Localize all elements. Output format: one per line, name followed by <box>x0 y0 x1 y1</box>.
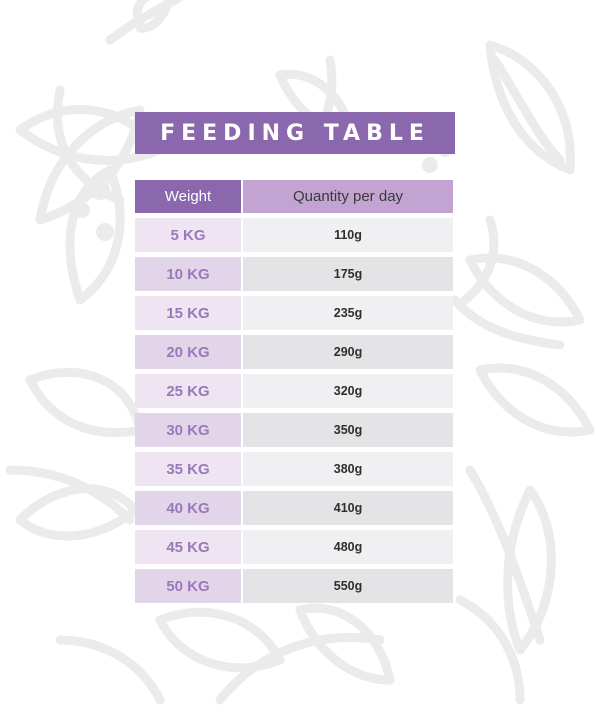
feeding-table: Weight Quantity per day 5 KG 110g 10 KG … <box>135 180 453 608</box>
weight-column-header: Weight <box>135 180 241 213</box>
weight-cell: 10 KG <box>135 257 241 291</box>
table-row: 30 KG 350g <box>135 413 453 447</box>
weight-cell: 35 KG <box>135 452 241 486</box>
table-row: 10 KG 175g <box>135 257 453 291</box>
weight-cell: 20 KG <box>135 335 241 369</box>
table-row: 15 KG 235g <box>135 296 453 330</box>
quantity-column-header: Quantity per day <box>243 180 453 213</box>
quantity-cell: 320g <box>243 374 453 408</box>
weight-cell: 5 KG <box>135 218 241 252</box>
table-row: 35 KG 380g <box>135 452 453 486</box>
quantity-cell: 380g <box>243 452 453 486</box>
weight-cell: 40 KG <box>135 491 241 525</box>
quantity-cell: 480g <box>243 530 453 564</box>
quantity-cell: 550g <box>243 569 453 603</box>
weight-cell: 15 KG <box>135 296 241 330</box>
weight-cell: 50 KG <box>135 569 241 603</box>
page-title: FEEDING TABLE <box>135 112 455 154</box>
quantity-cell: 175g <box>243 257 453 291</box>
table-row: 25 KG 320g <box>135 374 453 408</box>
table-row: 50 KG 550g <box>135 569 453 603</box>
table-header-row: Weight Quantity per day <box>135 180 453 213</box>
weight-cell: 25 KG <box>135 374 241 408</box>
weight-cell: 45 KG <box>135 530 241 564</box>
quantity-cell: 350g <box>243 413 453 447</box>
quantity-cell: 235g <box>243 296 453 330</box>
table-row: 45 KG 480g <box>135 530 453 564</box>
weight-cell: 30 KG <box>135 413 241 447</box>
quantity-cell: 290g <box>243 335 453 369</box>
table-row: 40 KG 410g <box>135 491 453 525</box>
quantity-cell: 410g <box>243 491 453 525</box>
table-row: 5 KG 110g <box>135 218 453 252</box>
quantity-cell: 110g <box>243 218 453 252</box>
table-row: 20 KG 290g <box>135 335 453 369</box>
